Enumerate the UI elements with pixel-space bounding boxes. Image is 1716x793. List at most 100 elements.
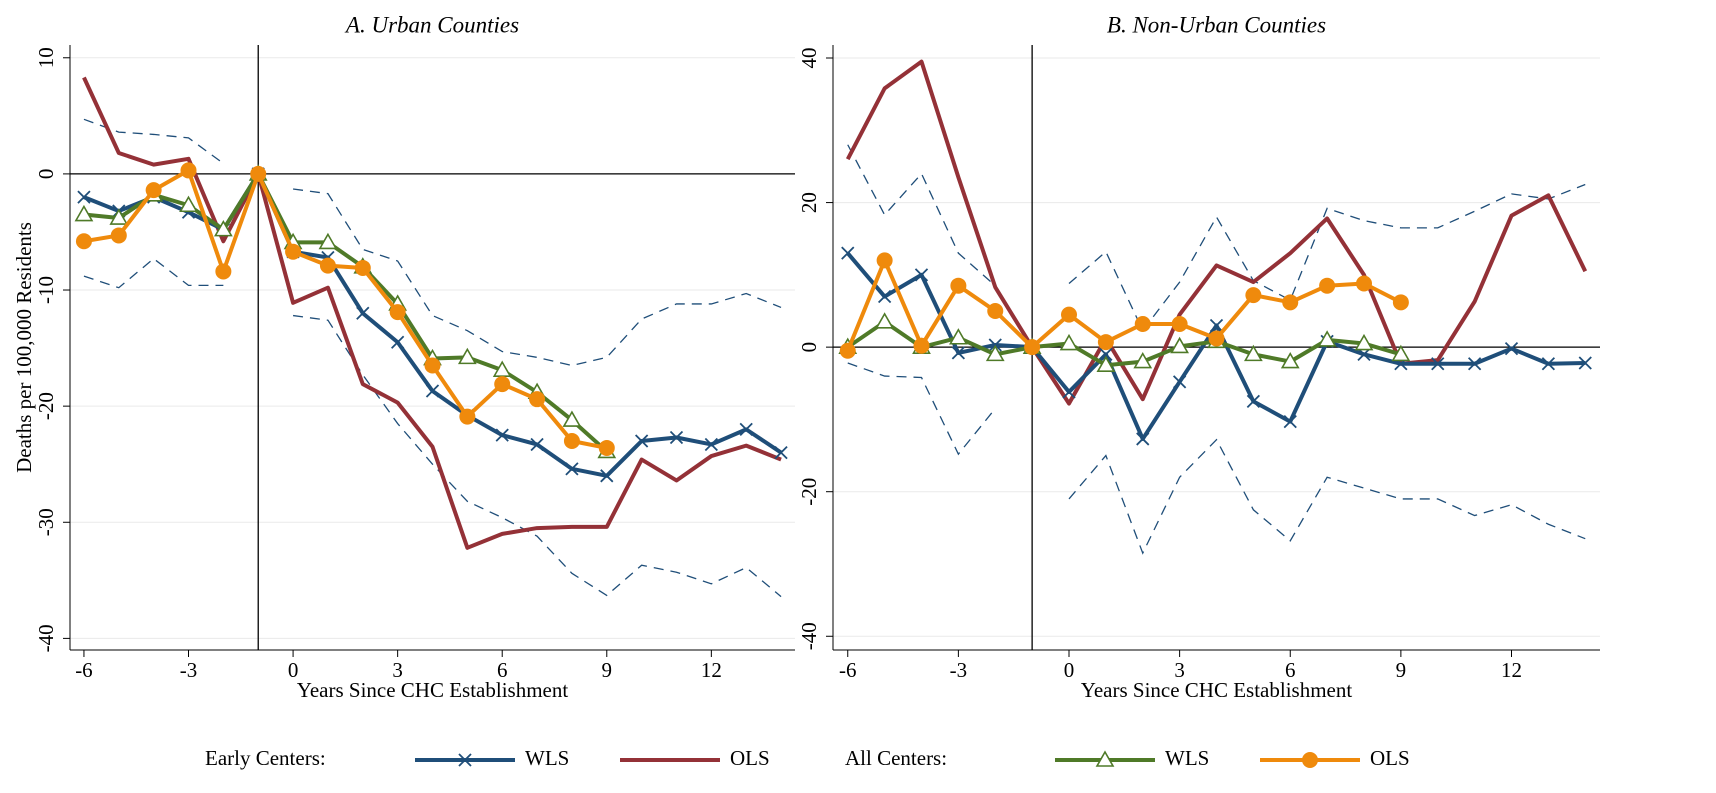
marker-x [1504, 341, 1519, 356]
marker-x [1209, 318, 1224, 333]
marker-x [1172, 375, 1187, 389]
marker-x [634, 434, 649, 448]
marker-circle [987, 302, 1004, 319]
series-line [846, 319, 1402, 368]
marker-circle [1208, 330, 1225, 347]
y-tick-label: 0 [34, 169, 58, 180]
x-tick-label: 12 [701, 658, 722, 682]
marker-triangle [457, 347, 477, 365]
ci-line [83, 118, 782, 367]
marker-x [877, 289, 892, 304]
marker-circle [250, 165, 267, 182]
marker-x [841, 246, 855, 260]
marker-triangle [1133, 351, 1153, 369]
marker-x [600, 469, 614, 483]
marker-triangle [1354, 333, 1374, 351]
marker-circle [598, 439, 615, 456]
y-axis-label: Deaths per 100,000 Residents [12, 222, 36, 473]
y-tick-label: -30 [34, 508, 58, 536]
marker-circle [215, 263, 232, 280]
marker-circle [1245, 287, 1262, 304]
x-tick-label: -6 [839, 658, 857, 682]
marker-circle [424, 357, 441, 374]
marker-x [669, 430, 684, 445]
x-tick-label: 3 [1174, 658, 1185, 682]
legend-marker [1302, 752, 1318, 768]
series-line [845, 258, 1402, 352]
marker-x [739, 422, 753, 437]
x-tick-label: 0 [288, 658, 299, 682]
marker-circle [876, 252, 893, 269]
panel-title: B. Non-Urban Counties [1107, 12, 1326, 37]
marker-x [774, 445, 788, 460]
y-tick-label: 20 [797, 192, 821, 213]
x-axis-label: Years Since CHC Establishment [297, 678, 569, 702]
ci-line [847, 144, 1586, 332]
ci-line [83, 257, 782, 598]
marker-circle [180, 162, 197, 179]
marker-x [1541, 357, 1556, 371]
marker-triangle [948, 328, 968, 345]
marker-x [425, 384, 440, 398]
legend-marker [458, 753, 472, 767]
marker-circle [354, 259, 371, 276]
marker-triangle [1391, 344, 1411, 362]
marker-x [1431, 357, 1445, 371]
marker-triangle [875, 312, 895, 329]
y-tick-label: 10 [34, 47, 58, 68]
marker-triangle [1059, 333, 1079, 351]
ci-line [847, 362, 1586, 555]
marker-x [77, 190, 91, 204]
marker-triangle [985, 344, 1005, 362]
x-tick-label: -6 [75, 658, 93, 682]
x-tick-label: 9 [602, 658, 613, 682]
marker-circle [145, 182, 162, 199]
marker-circle [1097, 334, 1114, 351]
legend-label: OLS [730, 746, 770, 770]
x-tick-label: 12 [1501, 658, 1522, 682]
marker-triangle [1317, 330, 1337, 347]
marker-x [1062, 385, 1076, 399]
marker-circle [1134, 316, 1151, 333]
marker-circle [1024, 339, 1041, 356]
x-tick-label: 6 [1285, 658, 1296, 682]
marker-circle [494, 376, 511, 393]
series-line [82, 76, 782, 550]
y-tick-label: -20 [34, 392, 58, 420]
marker-x [951, 346, 966, 360]
marker-circle [75, 233, 92, 250]
marker-triangle [179, 195, 198, 213]
series-line [83, 171, 783, 478]
marker-x [1099, 347, 1113, 362]
marker-triangle [562, 410, 582, 427]
x-tick-label: 6 [497, 658, 508, 682]
marker-circle [459, 408, 476, 425]
marker-triangle [213, 220, 233, 237]
x-tick-label: -3 [180, 658, 198, 682]
marker-x [1136, 432, 1150, 446]
marker-x [565, 462, 579, 476]
x-tick-label: 0 [1064, 658, 1075, 682]
y-tick-label: -40 [34, 624, 58, 652]
y-tick-label: -10 [34, 276, 58, 304]
marker-circle [1392, 294, 1409, 311]
marker-circle [1356, 275, 1372, 292]
marker-x [1283, 414, 1297, 429]
y-tick-label: -20 [797, 478, 821, 506]
marker-circle [1282, 294, 1299, 311]
series-line [83, 171, 609, 453]
marker-x [530, 437, 544, 452]
marker-circle [529, 391, 546, 408]
legend-title: All Centers: [845, 746, 947, 770]
marker-circle [1171, 316, 1188, 333]
marker-x [704, 437, 718, 452]
panel-title: A. Urban Counties [344, 12, 519, 37]
legend-marker [1095, 750, 1115, 767]
series-line [83, 168, 608, 450]
legend-label: OLS [1370, 746, 1410, 770]
marker-circle [839, 342, 856, 359]
y-tick-label: -40 [797, 622, 821, 650]
marker-triangle [1096, 355, 1116, 373]
x-tick-label: -3 [950, 658, 968, 682]
